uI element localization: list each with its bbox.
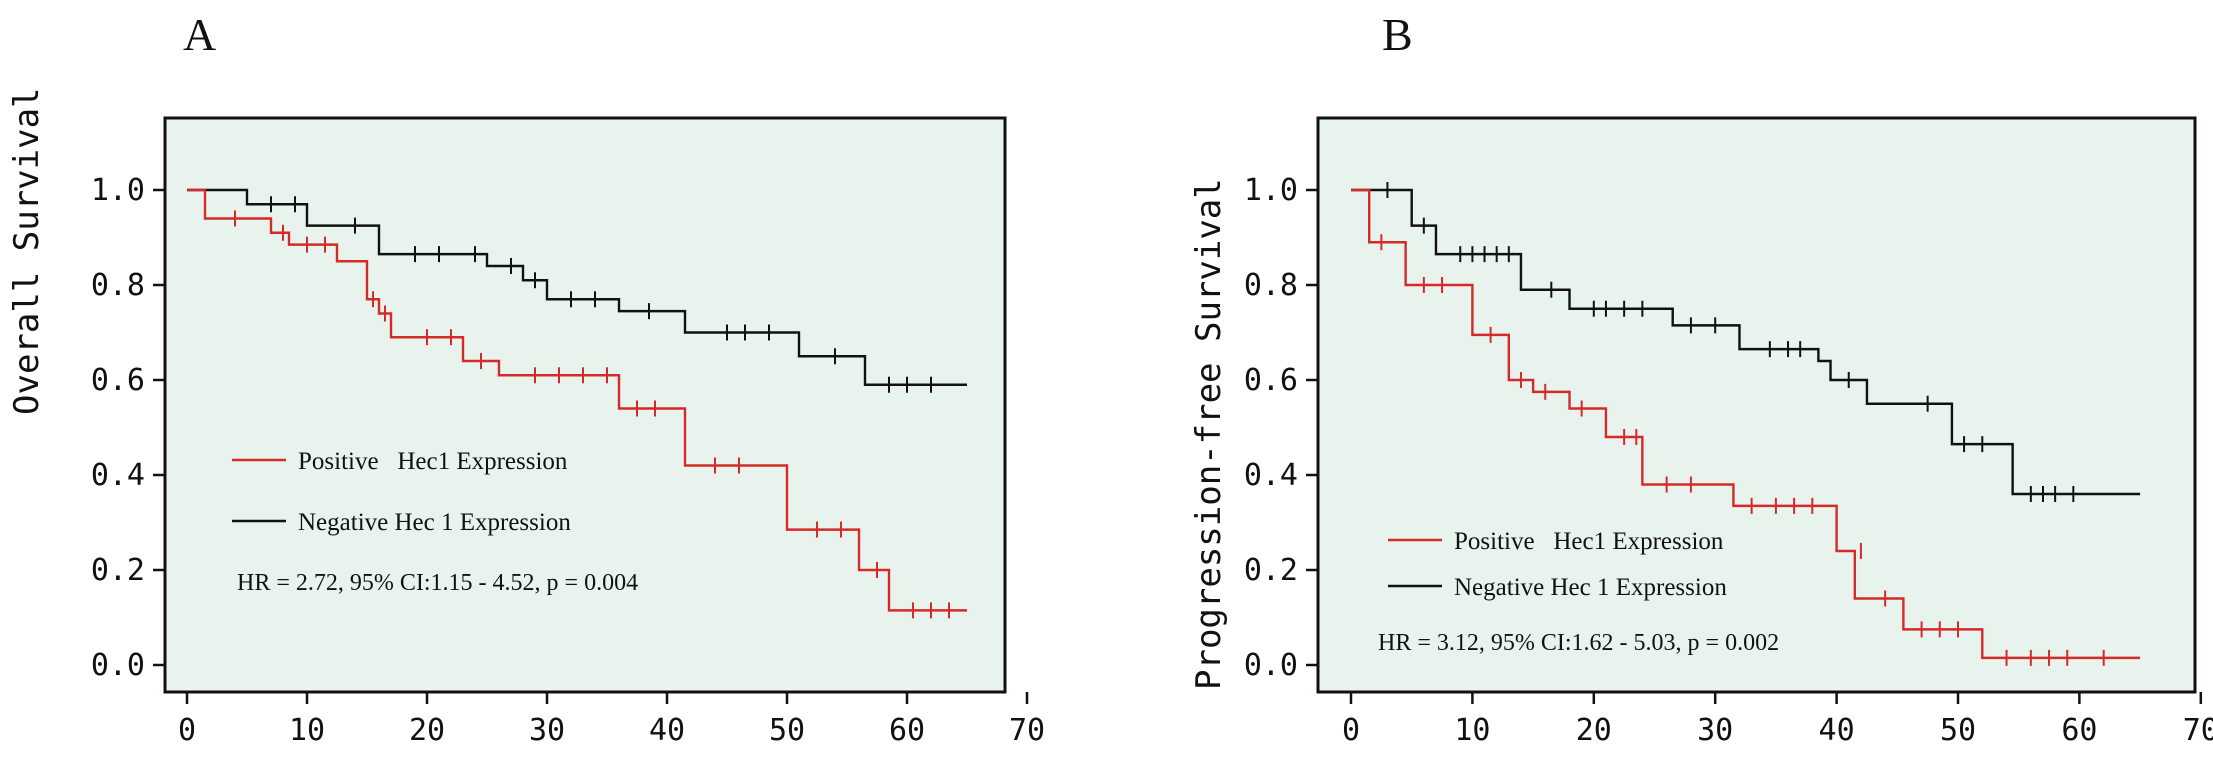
panel-a-legend-negative-label: Negative Hec 1 Expression [298,509,571,536]
panel-b-legend-negative-label: Negative Hec 1 Expression [1454,574,1727,601]
panel-a-y-tick-label: 0.6 [91,363,145,398]
panel-b-y-tick-label: 0.0 [1244,648,1298,683]
panel-b: 0 10 20 30 40 50 60 70 0.0 0.2 0.4 0.6 0.8 1.0 Positiv… [1189,9,2213,748]
panel-a-y-tick-label: 0.4 [91,458,145,493]
panel-b-y-tick-label: 0.6 [1244,363,1298,398]
panel-a-x-tick-label: 10 [289,713,325,748]
panel-a-legend-positive-label: Positive Hec1 Expression [298,448,568,475]
panel-b-letter: B [1382,9,1413,60]
panel-a-x-tick-label: 70 [1009,713,1045,748]
panel-b-plot-area [1316,116,2197,694]
panel-b-y-tick-label: 0.4 [1244,458,1298,493]
panel-a-x-tick-label: 30 [529,713,565,748]
panel-a: 0 10 20 30 40 50 60 70 0.0 0.2 0.4 0.6 0.8 1.0 Positiv… [7,9,1045,748]
panel-b-y-axis-label: Progression-free Survival [1189,178,1229,690]
panel-b-x-tick-label: 30 [1697,713,1733,748]
panel-a-letter: A [183,9,216,60]
panel-a-x-tick-label: 20 [409,713,445,748]
panel-a-x-tick-label: 50 [769,713,805,748]
panel-b-x-tick-label: 0 [1342,713,1360,748]
panel-b-x-tick-label: 40 [1819,713,1855,748]
panel-b-y-tick-label: 0.8 [1244,268,1298,303]
panel-a-x-tick-label: 0 [178,713,196,748]
panel-a-x-tick-label: 60 [889,713,925,748]
panel-a-y-tick-label: 1.0 [91,173,145,208]
panel-a-hazard-ratio-annotation: HR = 2.72, 95% CI:1.15 - 4.52, p = 0.004 [237,570,638,596]
panel-b-negative-curve [1351,188,2141,496]
panel-b-x-tick-label: 10 [1454,713,1490,748]
panel-a-plot-area [163,116,1007,694]
panel-a-y-tick-label: 0.2 [91,553,145,588]
panel-b-x-tick-label: 50 [1940,713,1976,748]
panel-b-y-tick-label: 0.2 [1244,553,1298,588]
panel-a-y-axis-label: Overall Survival [7,87,47,415]
panel-b-legend-positive-label: Positive Hec1 Expression [1454,528,1724,555]
panel-a-y-tick-label: 0.8 [91,268,145,303]
panel-a-x-tick-label: 40 [649,713,685,748]
panel-b-positive-curve [1351,188,2141,660]
panel-b-x-tick-label: 70 [2183,713,2213,748]
panel-b-x-tick-label: 60 [2061,713,2097,748]
panel-b-x-tick-label: 20 [1576,713,1612,748]
panel-b-hazard-ratio-annotation: HR = 3.12, 95% CI:1.62 - 5.03, p = 0.002 [1378,630,1779,656]
panel-b-y-tick-label: 1.0 [1244,173,1298,208]
panel-a-y-tick-label: 0.0 [91,648,145,683]
